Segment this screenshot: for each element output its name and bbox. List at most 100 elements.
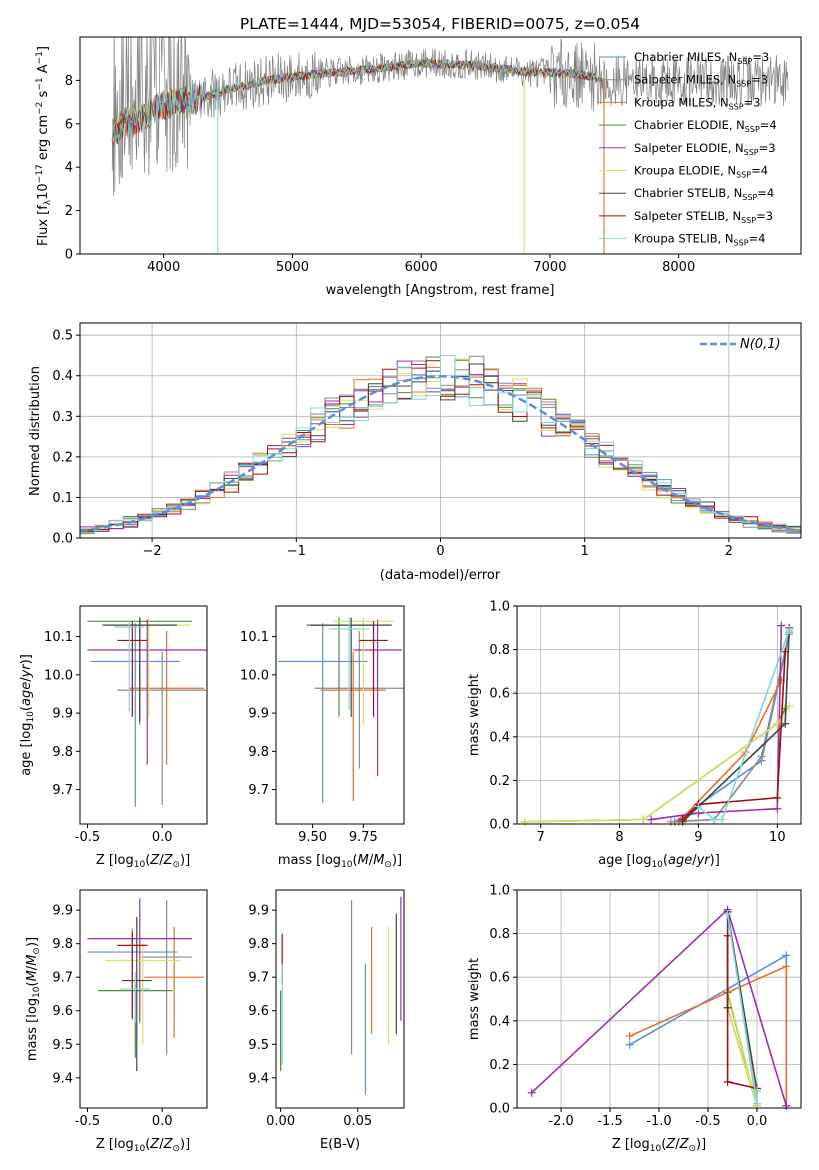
y-tick-label: 9.9 (248, 904, 269, 919)
y-tick-label: 9.7 (248, 783, 269, 798)
model-spectrum-8 (111, 58, 602, 141)
legend-nssp: =3 (744, 95, 761, 109)
x-tick-label: 0.05 (343, 1114, 372, 1129)
legend-subscript: SSP (745, 125, 760, 134)
y-tick-label: 0.0 (489, 1102, 510, 1117)
y-tick-label: 9.8 (52, 937, 73, 952)
age-vs-Z-panel: -0.5 0.0 9.7 9.8 9.9 10.0 10.1 Z [log10(Z/Z⊙)]… (19, 605, 208, 870)
legend-label: Salpeter MILES, N (634, 73, 736, 87)
weight-point (773, 793, 782, 802)
x-tick-label: 7000 (533, 260, 566, 275)
weight-point (647, 815, 656, 824)
residuals-panel: −2 −1 0 1 2 0.0 0.1 0.2 0.3 0.4 0.5 N(0,1) (data-m… (28, 322, 802, 583)
massE-xlabel: E(B-V) (320, 1137, 360, 1152)
legend-entry: Kroupa ELODIE, NSSP=4 (634, 164, 768, 180)
y-tick-label: 9.6 (248, 1004, 269, 1019)
x-tick-label: 10 (769, 830, 786, 845)
weight-point (678, 815, 687, 824)
y-tick-label: 10.1 (44, 630, 73, 645)
weight-point (773, 719, 782, 728)
legend-entry: Salpeter MILES, NSSP=3 (634, 73, 768, 89)
legend-nssp: =3 (751, 73, 768, 87)
y-tick-label: 10.0 (240, 668, 269, 683)
weight-point (723, 909, 732, 918)
legend-subscript: SSP (736, 80, 751, 89)
wAge-xlabel: age [log10(age/yr)] (598, 853, 720, 870)
weight-point (625, 1040, 634, 1049)
gaussian-curve (79, 374, 802, 533)
legend-subscript: SSP (729, 102, 744, 111)
legend-entry: Chabrier STELIB, NSSP=4 (634, 186, 774, 202)
legend-label: Kroupa STELIB, N (634, 232, 734, 246)
weight-point (785, 625, 794, 634)
x-tick-label: -0.5 (75, 1114, 100, 1129)
x-tick-label: −2 (143, 544, 162, 559)
weight-point (781, 719, 790, 728)
massZ-ylabel: mass [log10(M/M⊙)] (25, 937, 42, 1061)
x-tick-label: 8000 (662, 260, 695, 275)
legend-nssp: =3 (756, 209, 773, 223)
y-tick-label: 9.5 (248, 1038, 269, 1053)
ageZ-ylabel: age [log10(age/yr)] (19, 654, 36, 776)
y-tick-label: 0.2 (52, 450, 73, 465)
x-tick-label: 9.50 (298, 830, 327, 845)
x-tick-label: -2.0 (548, 1114, 573, 1129)
legend-label: Chabrier MILES, N (634, 50, 737, 64)
legend-entry: Kroupa STELIB, NSSP=4 (634, 232, 765, 248)
weight-point (723, 1077, 732, 1086)
weight-point (639, 815, 648, 824)
y-tick-label: 9.6 (52, 1004, 73, 1019)
weight-point (777, 621, 786, 630)
y-tick-label: 9.9 (248, 707, 269, 722)
x-tick-label: 4000 (147, 260, 180, 275)
weight-vs-Z-panel: -2.0 -1.5 -1.0 -0.5 0.0 0.0 0.2 0.4 0.6 0.8 1.0 Z … (467, 884, 802, 1154)
y-tick-label: 0.4 (52, 369, 73, 384)
legend-nssp: =3 (759, 141, 776, 155)
gaussian-label: N(0,1) (740, 337, 781, 352)
y-tick-label: 9.8 (52, 745, 73, 760)
x-tick-label: 7 (537, 830, 545, 845)
x-tick-label: 0.0 (152, 830, 173, 845)
legend-entry: Salpeter STELIB, NSSP=3 (634, 209, 773, 225)
x-tick-label: 0 (436, 544, 444, 559)
legend-entry: Kroupa MILES, NSSP=3 (634, 95, 760, 111)
legend-nssp: =4 (760, 118, 777, 132)
weight-point (752, 1099, 761, 1108)
x-tick-label: 0.0 (747, 1114, 768, 1129)
y-tick-label: 0.8 (489, 643, 510, 658)
spectrum-traces (111, 37, 789, 254)
weight-point (757, 752, 766, 761)
weight-point (781, 647, 790, 656)
y-tick-label: 0.6 (489, 687, 510, 702)
x-tick-label: -0.5 (75, 830, 100, 845)
weight-series-4 (650, 625, 783, 821)
age-vs-mass-panel: 9.50 9.75 9.7 9.8 9.9 10.0 10.1 mass [log10(M/… (240, 605, 405, 870)
y-tick-label: 10.1 (240, 630, 269, 645)
legend-label: Salpeter STELIB, N (634, 209, 741, 223)
legend-subscript: SSP (734, 239, 749, 248)
y-tick-label: 0.5 (52, 329, 73, 344)
legend-label: Kroupa MILES, N (634, 95, 729, 109)
y-tick-label: 9.8 (248, 745, 269, 760)
weight-point (694, 802, 703, 811)
y-tick-label: 9.4 (248, 1071, 269, 1086)
x-tick-label: −1 (287, 544, 306, 559)
y-tick-label: 0.0 (489, 818, 510, 833)
y-tick-label: 0.4 (489, 730, 510, 745)
legend-subscript: SSP (737, 57, 752, 66)
y-tick-label: 8 (65, 74, 73, 89)
legend-subscript: SSP (744, 148, 759, 157)
weight-point (527, 1088, 536, 1097)
y-tick-label: 0.0 (52, 532, 73, 547)
residuals-xlabel: (data-model)/error (380, 568, 501, 583)
y-tick-label: 9.4 (52, 1071, 73, 1086)
legend-nssp: =4 (749, 232, 766, 246)
figure-title: PLATE=1444, MJD=53054, FIBERID=0075, z=0… (240, 15, 640, 33)
y-tick-label: 9.9 (52, 707, 73, 722)
weight-vs-age-panel: 7 8 9 10 0.0 0.2 0.4 0.6 0.8 1.0 age [log10(age/y… (467, 600, 802, 870)
weight-series-1 (670, 632, 790, 823)
legend-nssp: =4 (751, 164, 768, 178)
weight-point (710, 815, 719, 824)
x-tick-label: 8 (615, 830, 623, 845)
